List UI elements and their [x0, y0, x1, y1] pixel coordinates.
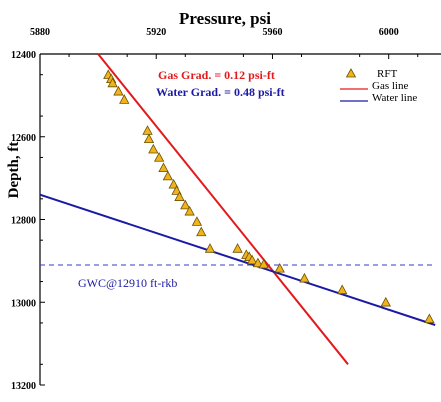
legend-gas-label: Gas line — [372, 80, 408, 92]
y-tick-label: 12600 — [11, 133, 36, 144]
rft-point — [107, 77, 118, 88]
rft-point — [274, 262, 285, 273]
rft-point — [171, 185, 182, 195]
rft-point — [162, 170, 174, 181]
x-tick-label: 6000 — [379, 27, 399, 38]
legend-water-label: Water line — [372, 92, 417, 104]
chart-title: Pressure, psi — [179, 9, 271, 28]
rft-point — [168, 178, 179, 189]
rft-point — [191, 216, 203, 226]
legend: RFT Gas line Water line — [340, 68, 417, 104]
rft-point — [180, 199, 191, 210]
y-axis-label: Depth, ft — [6, 142, 22, 199]
rft-point — [148, 143, 159, 154]
y-tick-label: 13200 — [11, 381, 36, 392]
rft-point — [299, 272, 310, 283]
rft-point — [119, 94, 130, 104]
water-line — [39, 193, 436, 326]
x-tick-label: 5920 — [146, 27, 166, 38]
rft-point — [153, 152, 165, 162]
rft-point — [113, 85, 124, 96]
rft-point — [424, 313, 435, 324]
rft-point — [196, 226, 207, 237]
gwc-annotation: GWC@12910 ft-rkb — [78, 276, 177, 290]
legend-rft-marker — [345, 68, 357, 78]
water-gradient-annotation: Water Grad. = 0.48 psi-ft — [156, 85, 285, 99]
gas-line — [97, 53, 349, 365]
x-ticks: 5880 5920 5960 6000 — [30, 27, 419, 59]
y-tick-label: 13000 — [11, 298, 36, 309]
rft-point — [143, 133, 155, 144]
x-tick-label: 5880 — [30, 27, 50, 38]
rft-point — [337, 284, 348, 295]
rft-point — [142, 125, 153, 135]
y-tick-label: 12400 — [11, 50, 36, 61]
rft-point — [204, 243, 216, 253]
y-ticks: 12400 12600 12800 13000 13200 — [11, 50, 45, 392]
rft-point — [158, 162, 169, 173]
rft-point — [184, 205, 195, 216]
rft-points — [103, 69, 435, 324]
rft-point — [252, 257, 264, 268]
rft-point — [246, 254, 258, 265]
rft-point — [232, 243, 243, 253]
gas-gradient-annotation: Gas Grad. = 0.12 psi-ft — [158, 68, 275, 82]
legend-rft-label: RFT — [377, 68, 397, 80]
rft-point — [258, 258, 269, 269]
y-tick-label: 12800 — [11, 216, 36, 227]
rft-point — [380, 296, 391, 307]
rft-point — [174, 191, 185, 201]
x-tick-label: 5960 — [262, 27, 282, 38]
